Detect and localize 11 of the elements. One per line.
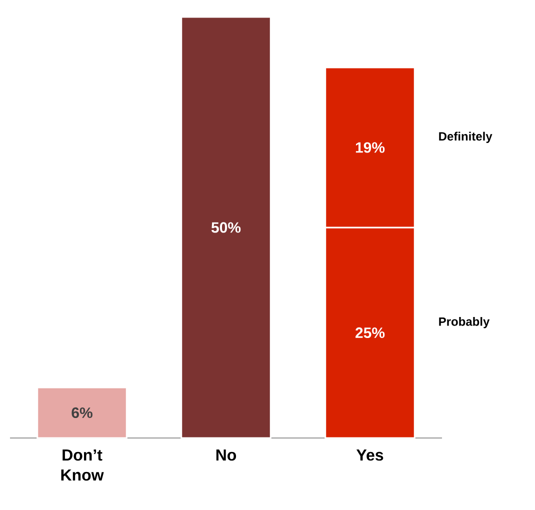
text: Probably bbox=[439, 317, 490, 328]
x-tick-label: No bbox=[216, 450, 236, 461]
data-label: 6% bbox=[72, 407, 92, 418]
data-label: 50% bbox=[211, 222, 241, 233]
bar bbox=[180, 16, 272, 439]
text: Definitely bbox=[439, 132, 492, 143]
data-label: 25% bbox=[356, 327, 385, 338]
x-tick-label: Yes bbox=[356, 450, 384, 461]
data-label: 19% bbox=[356, 142, 385, 153]
x-tick-label: Don’t Know bbox=[61, 450, 104, 481]
bar bbox=[36, 386, 128, 439]
